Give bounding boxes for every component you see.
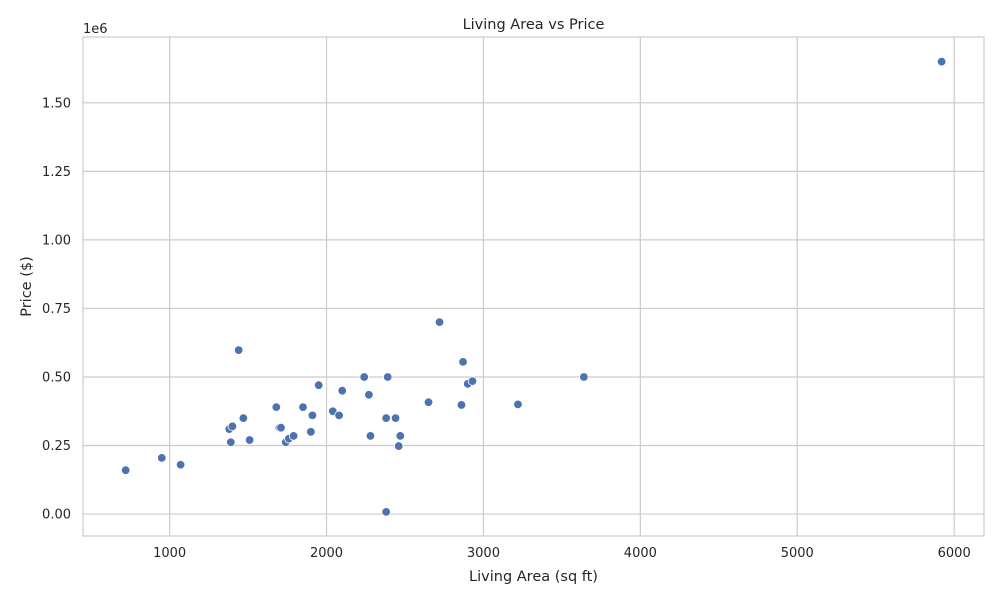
x-axis-label: Living Area (sq ft) (469, 569, 598, 585)
data-point (244, 435, 255, 445)
data-point (383, 372, 393, 382)
data-point (298, 402, 308, 412)
x-tick-label: 5000 (781, 546, 814, 561)
data-point (233, 345, 244, 355)
data-points (120, 56, 947, 517)
y-tick-label: 0.00 (42, 508, 71, 523)
y-tick-label: 0.25 (42, 439, 71, 454)
y-tick-label: 0.50 (42, 370, 71, 385)
y-tick-label: 1.00 (42, 233, 71, 248)
plot-frame (82, 36, 985, 537)
data-point (276, 423, 286, 433)
data-point (271, 402, 282, 412)
y-tick-label: 1.50 (42, 96, 71, 111)
y-axis-offset-text: 1e6 (83, 22, 108, 37)
data-point (434, 317, 445, 327)
x-tick-label: 6000 (938, 546, 971, 561)
data-point (364, 390, 374, 400)
grid (83, 37, 984, 536)
data-point (226, 437, 236, 447)
y-axis-ticks: 0.00 0.25 0.50 0.75 1.00 1.25 1.50 (42, 96, 71, 522)
data-point (456, 400, 467, 410)
data-point (395, 431, 405, 441)
data-point (359, 372, 369, 382)
chart-title: Living Area vs Price (463, 17, 605, 33)
data-point (306, 427, 316, 437)
data-point (579, 372, 589, 382)
data-point (381, 413, 391, 423)
data-point (334, 410, 344, 421)
x-axis-ticks: 1000 2000 3000 4000 5000 6000 (153, 546, 971, 561)
data-point (936, 56, 947, 67)
data-point (423, 397, 434, 407)
data-point (227, 421, 238, 432)
data-point (337, 385, 347, 396)
data-point (120, 465, 131, 475)
data-point (467, 376, 478, 386)
x-tick-label: 1000 (153, 546, 186, 561)
x-tick-label: 4000 (624, 546, 657, 561)
data-point (307, 410, 318, 421)
data-point (175, 460, 186, 470)
data-point (288, 431, 299, 441)
y-tick-label: 1.25 (42, 165, 71, 180)
data-point (238, 413, 249, 423)
y-axis-label: Price ($) (19, 256, 35, 317)
x-tick-label: 3000 (467, 546, 500, 561)
data-point (313, 380, 324, 390)
y-tick-label: 0.75 (42, 302, 71, 317)
data-point (458, 357, 468, 367)
data-point (390, 413, 401, 423)
x-tick-label: 2000 (310, 546, 343, 561)
data-point (513, 399, 523, 410)
data-point (394, 441, 404, 451)
data-point (365, 431, 376, 441)
data-point (381, 507, 391, 517)
data-point (157, 453, 167, 463)
